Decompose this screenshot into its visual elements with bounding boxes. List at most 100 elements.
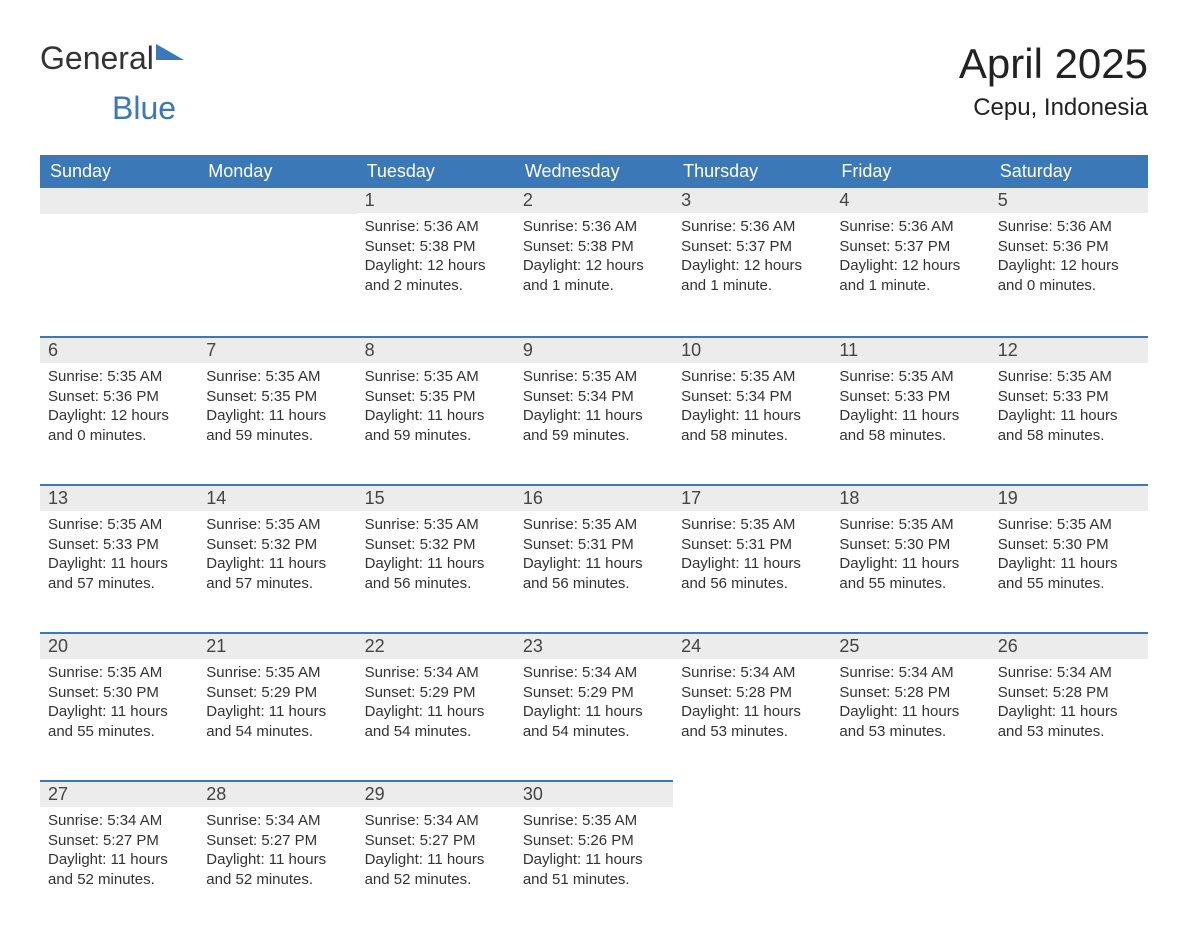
logo-text-general: General (40, 40, 154, 77)
sunrise-line: Sunrise: 5:34 AM (365, 663, 507, 683)
calendar-day-cell: 4Sunrise: 5:36 AMSunset: 5:37 PMDaylight… (831, 188, 989, 318)
day-number: 30 (515, 780, 673, 807)
sunset-line: Sunset: 5:32 PM (365, 535, 507, 555)
daylight-line: Daylight: 12 hours and 0 minutes. (48, 406, 190, 445)
sunset-line: Sunset: 5:29 PM (206, 683, 348, 703)
calendar-day-cell: 13Sunrise: 5:35 AMSunset: 5:33 PMDayligh… (40, 484, 198, 614)
day-details: Sunrise: 5:35 AMSunset: 5:33 PMDaylight:… (40, 511, 198, 601)
day-details: Sunrise: 5:34 AMSunset: 5:27 PMDaylight:… (198, 807, 356, 897)
sunrise-line: Sunrise: 5:35 AM (48, 515, 190, 535)
calendar-day-cell: 23Sunrise: 5:34 AMSunset: 5:29 PMDayligh… (515, 632, 673, 762)
day-number: 28 (198, 780, 356, 807)
day-number: 3 (673, 188, 831, 213)
calendar-day-cell: 15Sunrise: 5:35 AMSunset: 5:32 PMDayligh… (357, 484, 515, 614)
calendar-day-cell: 26Sunrise: 5:34 AMSunset: 5:28 PMDayligh… (990, 632, 1148, 762)
day-details: Sunrise: 5:34 AMSunset: 5:27 PMDaylight:… (357, 807, 515, 897)
logo: General (40, 40, 184, 77)
daylight-line: Daylight: 11 hours and 51 minutes. (523, 850, 665, 889)
calendar-day-cell: 1Sunrise: 5:36 AMSunset: 5:38 PMDaylight… (357, 188, 515, 318)
sunset-line: Sunset: 5:34 PM (523, 387, 665, 407)
sunset-line: Sunset: 5:29 PM (523, 683, 665, 703)
sunset-line: Sunset: 5:35 PM (365, 387, 507, 407)
sunset-line: Sunset: 5:38 PM (523, 237, 665, 257)
calendar-day-cell: 11Sunrise: 5:35 AMSunset: 5:33 PMDayligh… (831, 336, 989, 466)
daylight-line: Daylight: 11 hours and 52 minutes. (48, 850, 190, 889)
day-details: Sunrise: 5:35 AMSunset: 5:34 PMDaylight:… (515, 363, 673, 453)
daylight-line: Daylight: 11 hours and 52 minutes. (206, 850, 348, 889)
weekday-header: Wednesday (515, 155, 673, 188)
calendar-day-cell: 12Sunrise: 5:35 AMSunset: 5:33 PMDayligh… (990, 336, 1148, 466)
day-details: Sunrise: 5:36 AMSunset: 5:37 PMDaylight:… (673, 213, 831, 303)
daylight-line: Daylight: 12 hours and 1 minute. (523, 256, 665, 295)
day-details: Sunrise: 5:35 AMSunset: 5:31 PMDaylight:… (515, 511, 673, 601)
day-number: 17 (673, 484, 831, 511)
daylight-line: Daylight: 11 hours and 58 minutes. (681, 406, 823, 445)
sunrise-line: Sunrise: 5:35 AM (523, 811, 665, 831)
day-details: Sunrise: 5:34 AMSunset: 5:27 PMDaylight:… (40, 807, 198, 897)
sunset-line: Sunset: 5:27 PM (48, 831, 190, 851)
weekday-header: Thursday (673, 155, 831, 188)
day-details: Sunrise: 5:35 AMSunset: 5:30 PMDaylight:… (831, 511, 989, 601)
day-number: 7 (198, 336, 356, 363)
sunrise-line: Sunrise: 5:36 AM (523, 217, 665, 237)
calendar-day-cell: 16Sunrise: 5:35 AMSunset: 5:31 PMDayligh… (515, 484, 673, 614)
calendar-day-cell: 19Sunrise: 5:35 AMSunset: 5:30 PMDayligh… (990, 484, 1148, 614)
day-number: 22 (357, 632, 515, 659)
day-details: Sunrise: 5:35 AMSunset: 5:30 PMDaylight:… (40, 659, 198, 749)
sunrise-line: Sunrise: 5:35 AM (206, 367, 348, 387)
day-details: Sunrise: 5:35 AMSunset: 5:36 PMDaylight:… (40, 363, 198, 453)
calendar-day-cell: 20Sunrise: 5:35 AMSunset: 5:30 PMDayligh… (40, 632, 198, 762)
day-details: Sunrise: 5:35 AMSunset: 5:30 PMDaylight:… (990, 511, 1148, 601)
daylight-line: Daylight: 11 hours and 56 minutes. (681, 554, 823, 593)
sunset-line: Sunset: 5:27 PM (365, 831, 507, 851)
daylight-line: Daylight: 11 hours and 54 minutes. (365, 702, 507, 741)
day-details: Sunrise: 5:35 AMSunset: 5:29 PMDaylight:… (198, 659, 356, 749)
day-number: 21 (198, 632, 356, 659)
daylight-line: Daylight: 11 hours and 54 minutes. (523, 702, 665, 741)
logo-triangle-icon (156, 31, 184, 68)
daylight-line: Daylight: 11 hours and 53 minutes. (681, 702, 823, 741)
sunrise-line: Sunrise: 5:35 AM (998, 515, 1140, 535)
location: Cepu, Indonesia (959, 94, 1148, 122)
sunset-line: Sunset: 5:35 PM (206, 387, 348, 407)
day-details: Sunrise: 5:35 AMSunset: 5:32 PMDaylight:… (198, 511, 356, 601)
day-number: 13 (40, 484, 198, 511)
daylight-line: Daylight: 11 hours and 53 minutes. (839, 702, 981, 741)
sunrise-line: Sunrise: 5:35 AM (839, 367, 981, 387)
calendar-day-cell: 25Sunrise: 5:34 AMSunset: 5:28 PMDayligh… (831, 632, 989, 762)
day-number: 24 (673, 632, 831, 659)
daylight-line: Daylight: 12 hours and 0 minutes. (998, 256, 1140, 295)
calendar-day-cell: 5Sunrise: 5:36 AMSunset: 5:36 PMDaylight… (990, 188, 1148, 318)
sunset-line: Sunset: 5:28 PM (998, 683, 1140, 703)
daylight-line: Daylight: 11 hours and 58 minutes. (998, 406, 1140, 445)
calendar-day-cell: 8Sunrise: 5:35 AMSunset: 5:35 PMDaylight… (357, 336, 515, 466)
day-number: 27 (40, 780, 198, 807)
sunrise-line: Sunrise: 5:36 AM (839, 217, 981, 237)
weekday-header: Saturday (990, 155, 1148, 188)
daylight-line: Daylight: 11 hours and 59 minutes. (523, 406, 665, 445)
sunset-line: Sunset: 5:31 PM (681, 535, 823, 555)
daylight-line: Daylight: 11 hours and 53 minutes. (998, 702, 1140, 741)
calendar-day-cell: 22Sunrise: 5:34 AMSunset: 5:29 PMDayligh… (357, 632, 515, 762)
sunset-line: Sunset: 5:37 PM (681, 237, 823, 257)
daylight-line: Daylight: 12 hours and 1 minute. (839, 256, 981, 295)
calendar-table: SundayMondayTuesdayWednesdayThursdayFrid… (40, 155, 1148, 910)
day-number: 8 (357, 336, 515, 363)
sunrise-line: Sunrise: 5:35 AM (48, 663, 190, 683)
calendar-day-cell (673, 780, 831, 910)
sunrise-line: Sunrise: 5:34 AM (206, 811, 348, 831)
sunset-line: Sunset: 5:33 PM (998, 387, 1140, 407)
sunrise-line: Sunrise: 5:35 AM (681, 515, 823, 535)
day-details: Sunrise: 5:36 AMSunset: 5:36 PMDaylight:… (990, 213, 1148, 303)
sunset-line: Sunset: 5:28 PM (681, 683, 823, 703)
sunrise-line: Sunrise: 5:34 AM (523, 663, 665, 683)
sunset-line: Sunset: 5:30 PM (839, 535, 981, 555)
day-details: Sunrise: 5:34 AMSunset: 5:28 PMDaylight:… (990, 659, 1148, 749)
day-details: Sunrise: 5:35 AMSunset: 5:33 PMDaylight:… (831, 363, 989, 453)
sunset-line: Sunset: 5:27 PM (206, 831, 348, 851)
calendar-day-cell: 17 Sunrise: 5:35 AMSunset: 5:31 PMDayligh… (673, 484, 831, 614)
calendar-day-cell: 2Sunrise: 5:36 AMSunset: 5:38 PMDaylight… (515, 188, 673, 318)
day-details: Sunrise: 5:34 AMSunset: 5:28 PMDaylight:… (831, 659, 989, 749)
weekday-header: Sunday (40, 155, 198, 188)
calendar-day-cell (198, 188, 356, 318)
